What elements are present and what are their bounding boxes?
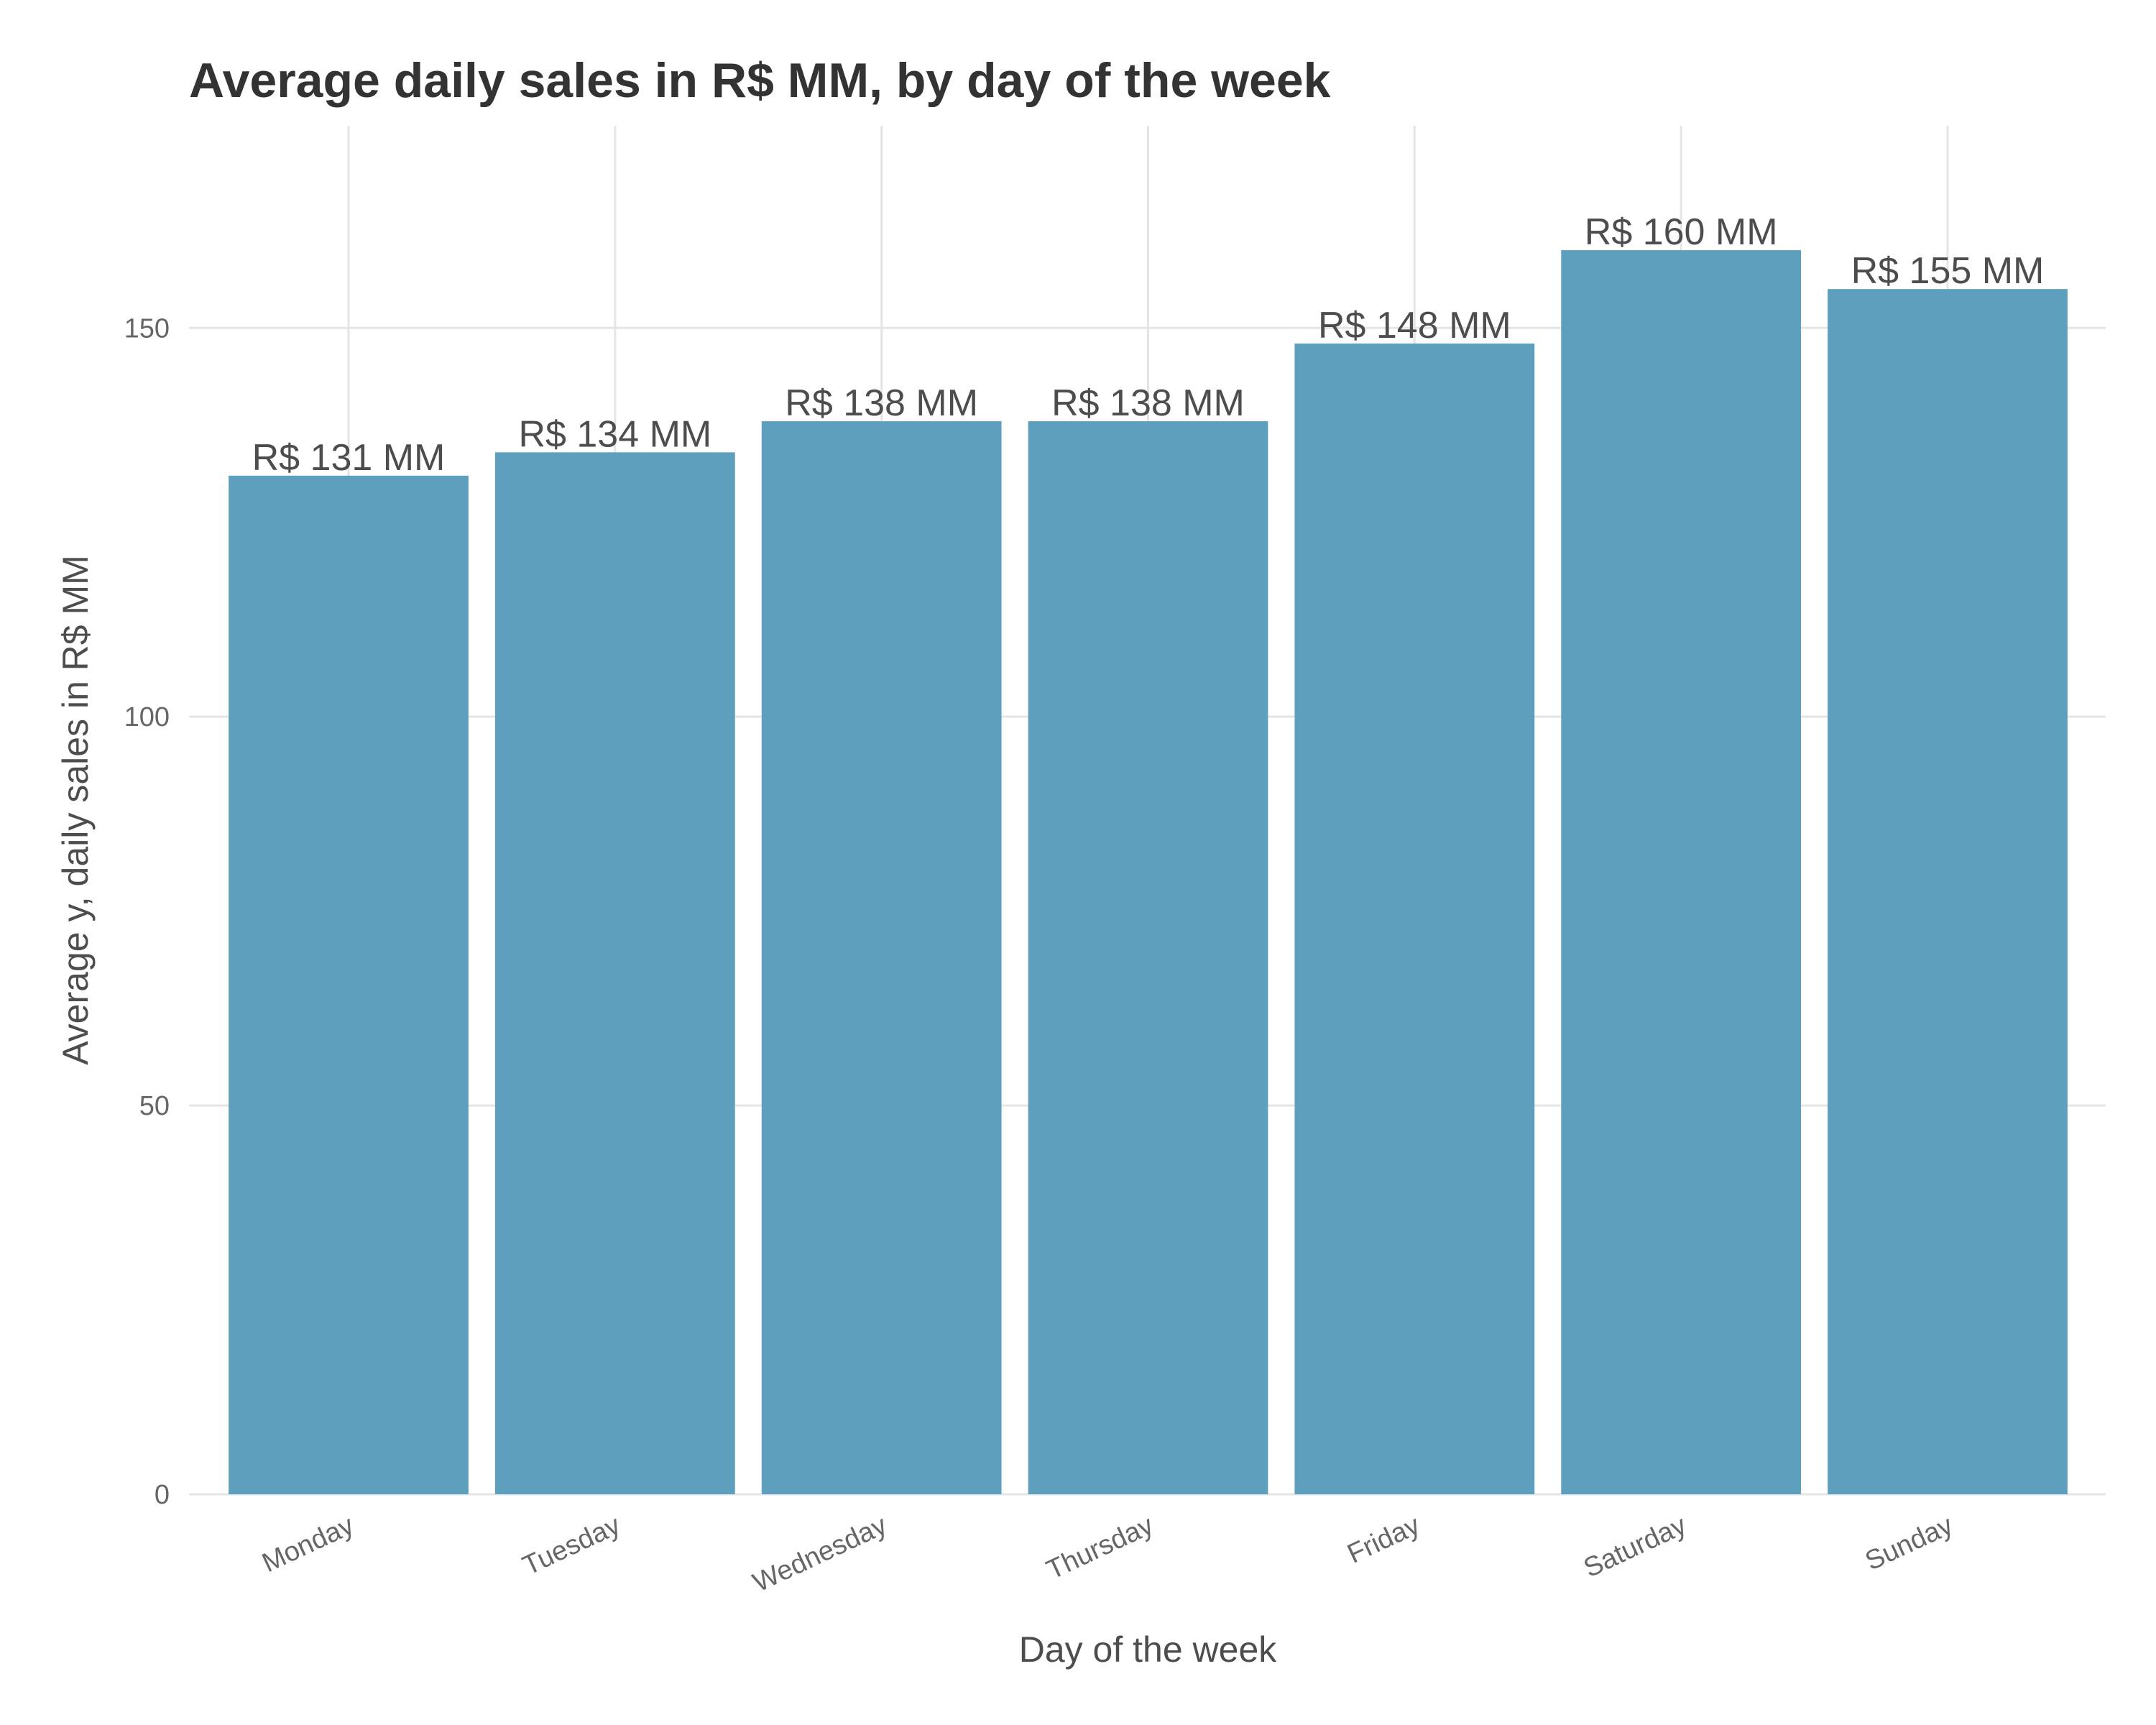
x-tick-label: Wednesday <box>748 1510 891 1598</box>
bar-thursday <box>1028 421 1268 1495</box>
bar-tuesday <box>494 452 735 1494</box>
y-axis-title: Average y, daily sales in R$ MM <box>55 555 96 1065</box>
bar-sunday <box>1828 289 2068 1494</box>
x-tick-label: Saturday <box>1579 1510 1691 1583</box>
data-label-monday: R$ 131 MM <box>252 437 446 479</box>
x-tick-label: Monday <box>258 1510 359 1578</box>
y-tick-label: 50 <box>139 1091 170 1121</box>
x-tick-label: Tuesday <box>518 1510 625 1581</box>
bar-monday <box>229 475 469 1495</box>
bars <box>229 250 2068 1495</box>
y-tick-label: 100 <box>124 702 170 732</box>
y-tick-label: 150 <box>124 313 170 344</box>
chart-title: Average daily sales in R$ MM, by day of … <box>189 53 1331 108</box>
data-label-friday: R$ 148 MM <box>1318 305 1511 346</box>
y-tick-label: 0 <box>155 1480 170 1510</box>
bar-wednesday <box>761 421 1002 1495</box>
data-labels: R$ 131 MM R$ 134 MM R$ 138 MM R$ 138 MM R$ 1… <box>252 211 2045 479</box>
x-tick-label: Sunday <box>1861 1510 1958 1577</box>
x-tick-label: Thursday <box>1042 1510 1158 1586</box>
data-label-tuesday: R$ 134 MM <box>518 413 711 455</box>
data-label-saturday: R$ 160 MM <box>1585 211 1778 253</box>
x-axis-ticks: Monday Tuesday Wednesday Thursday Friday Satu… <box>258 1510 1958 1598</box>
x-tick-label: Friday <box>1343 1510 1424 1570</box>
bar-saturday <box>1561 250 1802 1494</box>
data-label-thursday: R$ 138 MM <box>1051 382 1245 424</box>
x-axis-title: Day of the week <box>1019 1629 1278 1670</box>
data-label-wednesday: R$ 138 MM <box>785 382 978 424</box>
data-label-sunday: R$ 155 MM <box>1851 250 2045 292</box>
y-axis-ticks: 0 50 100 150 <box>124 313 170 1510</box>
bar-friday <box>1294 343 1535 1495</box>
